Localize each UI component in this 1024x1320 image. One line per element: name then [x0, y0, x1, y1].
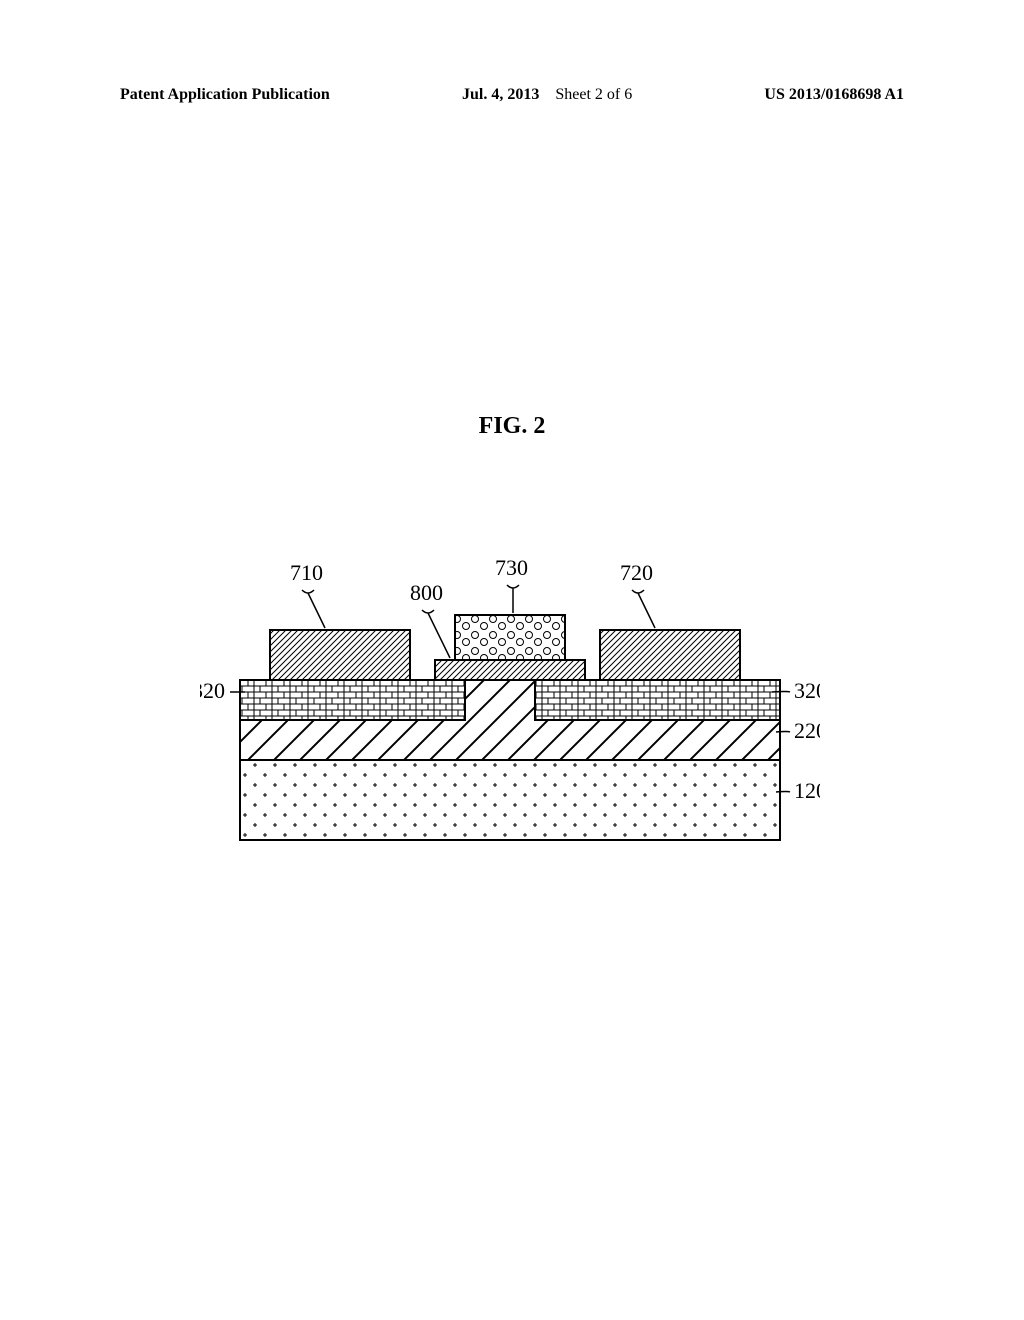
label-l800: 800 [410, 580, 443, 605]
header-mid: Jul. 4, 2013 Sheet 2 of 6 [462, 86, 632, 104]
label-l710: 710 [290, 560, 323, 585]
figure-diagram: 710 800 730 720 320 320 220 120 [200, 470, 820, 890]
label-l320r: 320 [794, 678, 820, 703]
header-left: Patent Application Publication [120, 86, 330, 104]
page: Patent Application Publication Jul. 4, 2… [0, 0, 1024, 1320]
region-320-left [240, 680, 465, 720]
page-header: Patent Application Publication Jul. 4, 2… [120, 86, 904, 104]
header-pubno: US 2013/0168698 A1 [764, 86, 904, 104]
layer-730 [455, 615, 565, 660]
label-l720: 720 [620, 560, 653, 585]
layer-800 [435, 660, 585, 680]
label-l730: 730 [495, 555, 528, 580]
label-l120: 120 [794, 778, 820, 803]
label-l320l: 320 [200, 678, 225, 703]
header-date: Jul. 4, 2013 [462, 86, 539, 103]
region-320-right [535, 680, 780, 720]
electrode-710 [270, 630, 410, 680]
layer-120 [240, 760, 780, 840]
figure-title: FIG. 2 [0, 413, 1024, 440]
electrode-720 [600, 630, 740, 680]
header-sheet: Sheet 2 of 6 [555, 86, 632, 103]
label-l220: 220 [794, 718, 820, 743]
